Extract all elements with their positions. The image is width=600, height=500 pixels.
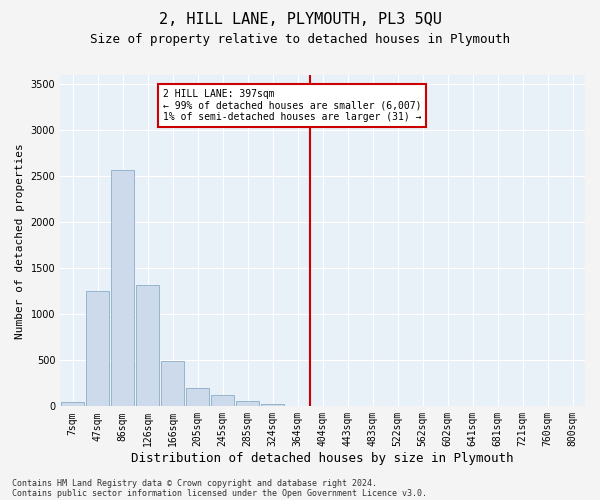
Text: Contains public sector information licensed under the Open Government Licence v3: Contains public sector information licen… [12,488,427,498]
Bar [161,361,184,406]
Bar [211,396,234,406]
Y-axis label: Number of detached properties: Number of detached properties [15,143,25,338]
Bar [187,388,209,406]
Text: 2, HILL LANE, PLYMOUTH, PL3 5QU: 2, HILL LANE, PLYMOUTH, PL3 5QU [158,12,442,28]
Text: Contains HM Land Registry data © Crown copyright and database right 2024.: Contains HM Land Registry data © Crown c… [12,478,377,488]
X-axis label: Distribution of detached houses by size in Plymouth: Distribution of detached houses by size … [131,452,514,465]
Bar [86,292,109,406]
Bar [112,170,134,406]
Bar [262,404,284,406]
Text: 2 HILL LANE: 397sqm
← 99% of detached houses are smaller (6,007)
1% of semi-deta: 2 HILL LANE: 397sqm ← 99% of detached ho… [163,89,421,122]
Bar [61,402,84,406]
Bar [136,285,159,406]
Bar [236,402,259,406]
Text: Size of property relative to detached houses in Plymouth: Size of property relative to detached ho… [90,32,510,46]
